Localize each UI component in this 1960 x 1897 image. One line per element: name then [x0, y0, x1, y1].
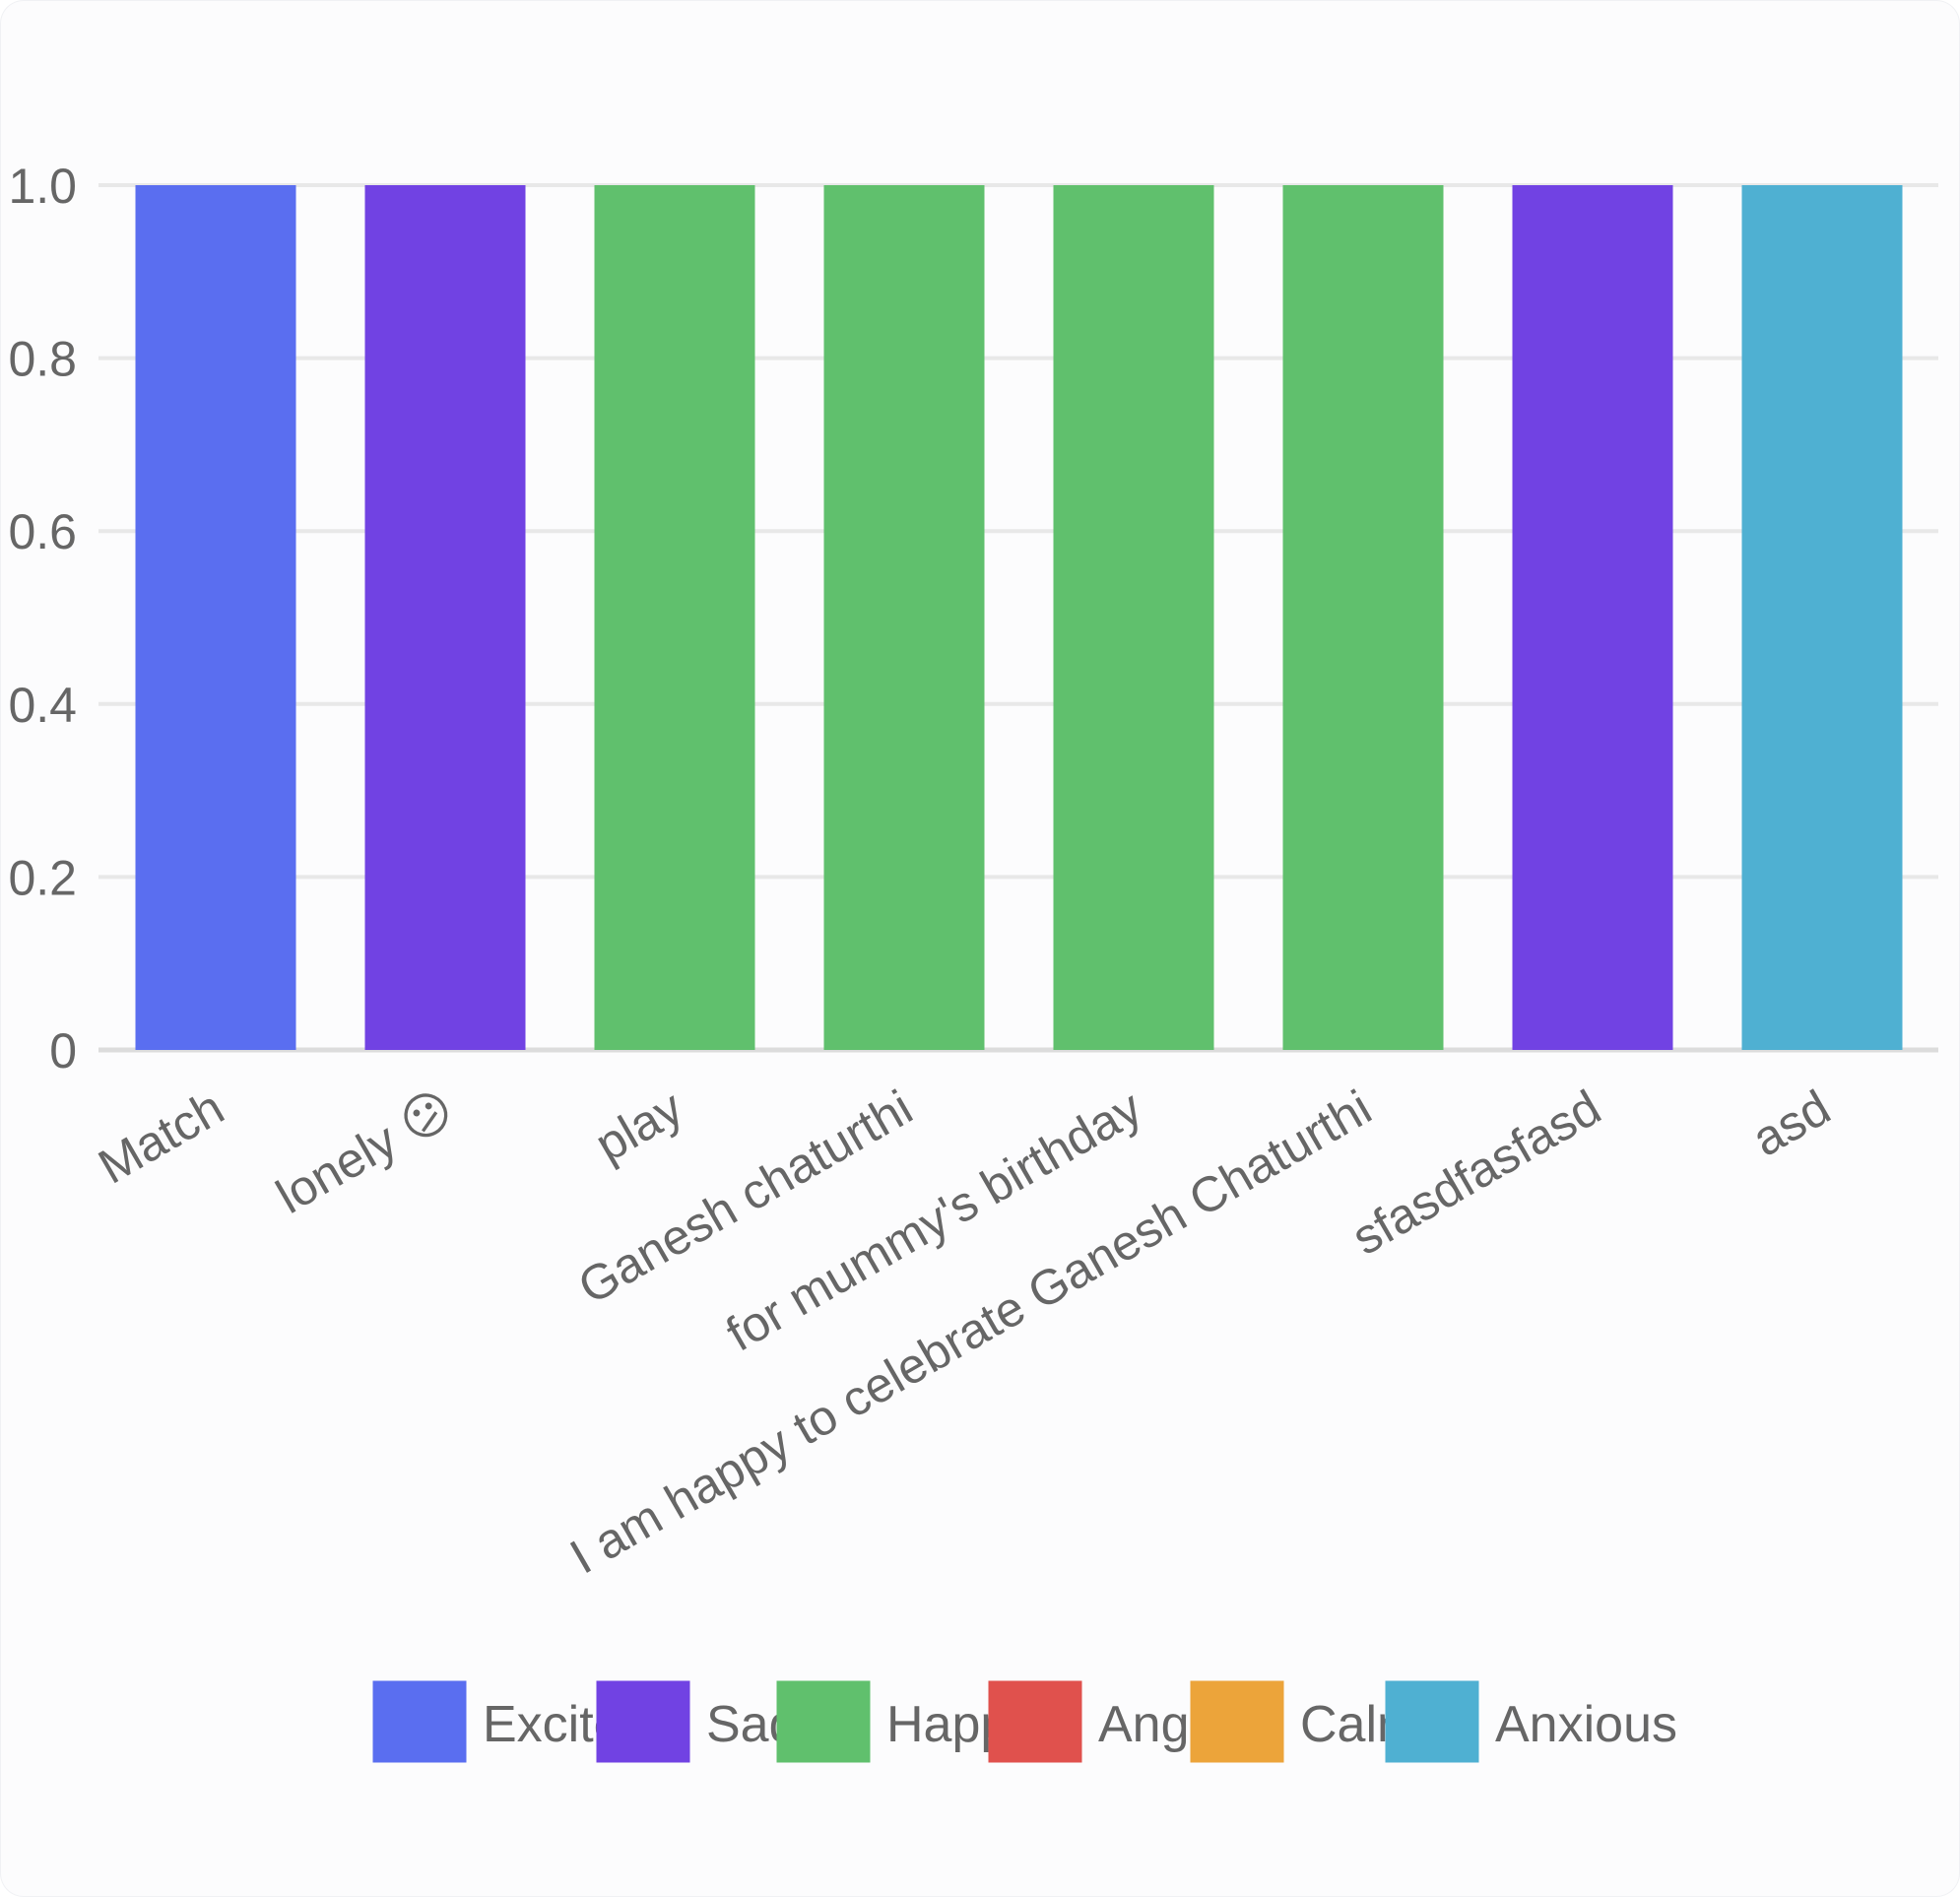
legend-swatch [776, 1680, 871, 1763]
legend-swatch [1385, 1680, 1479, 1763]
bar-6[interactable] [1282, 185, 1444, 1050]
legend-item-sad[interactable]: Sad [596, 1680, 798, 1763]
legend-swatch [988, 1680, 1082, 1763]
y-tick-label: 1.0 [8, 159, 77, 214]
legend-swatch [596, 1680, 690, 1763]
x-tick-label: asd [1743, 1079, 1840, 1167]
legend-item-anxious[interactable]: Anxious [1385, 1680, 1677, 1763]
y-tick-label: 0.6 [8, 504, 77, 559]
legend-label: Anxious [1495, 1696, 1677, 1753]
y-tick-label: 0.4 [8, 678, 77, 733]
x-tick-label: I am happy to celebrate Ganesh Chaturthi [561, 1079, 1381, 1585]
y-tick-label: 0.8 [8, 332, 77, 387]
bar-4[interactable] [823, 185, 985, 1050]
x-tick-label: lonely 😕 [267, 1079, 462, 1224]
legend-swatch [372, 1680, 467, 1763]
y-tick-label: 0 [49, 1023, 77, 1079]
y-tick-label: 0.2 [8, 850, 77, 905]
bar-7[interactable] [1512, 185, 1673, 1050]
legend[interactable]: Excited Sad Happy Angry Calm Anxious [372, 1680, 1677, 1763]
bar-8[interactable] [1741, 185, 1903, 1050]
y-axis-ticks: 0 0.2 0.4 0.6 0.8 1.0 [8, 159, 77, 1079]
bar-2[interactable] [364, 185, 526, 1050]
x-tick-label: sfasdfasfasd [1342, 1079, 1609, 1266]
x-tick-label: play [586, 1079, 691, 1172]
bars [135, 185, 1903, 1050]
bar-3[interactable] [594, 185, 755, 1050]
x-tick-label: for mummy's birthday [717, 1079, 1151, 1362]
bar-1[interactable] [135, 185, 296, 1050]
legend-swatch [1190, 1680, 1284, 1763]
x-tick-label: Match [90, 1079, 233, 1195]
bar-5[interactable] [1053, 185, 1214, 1050]
